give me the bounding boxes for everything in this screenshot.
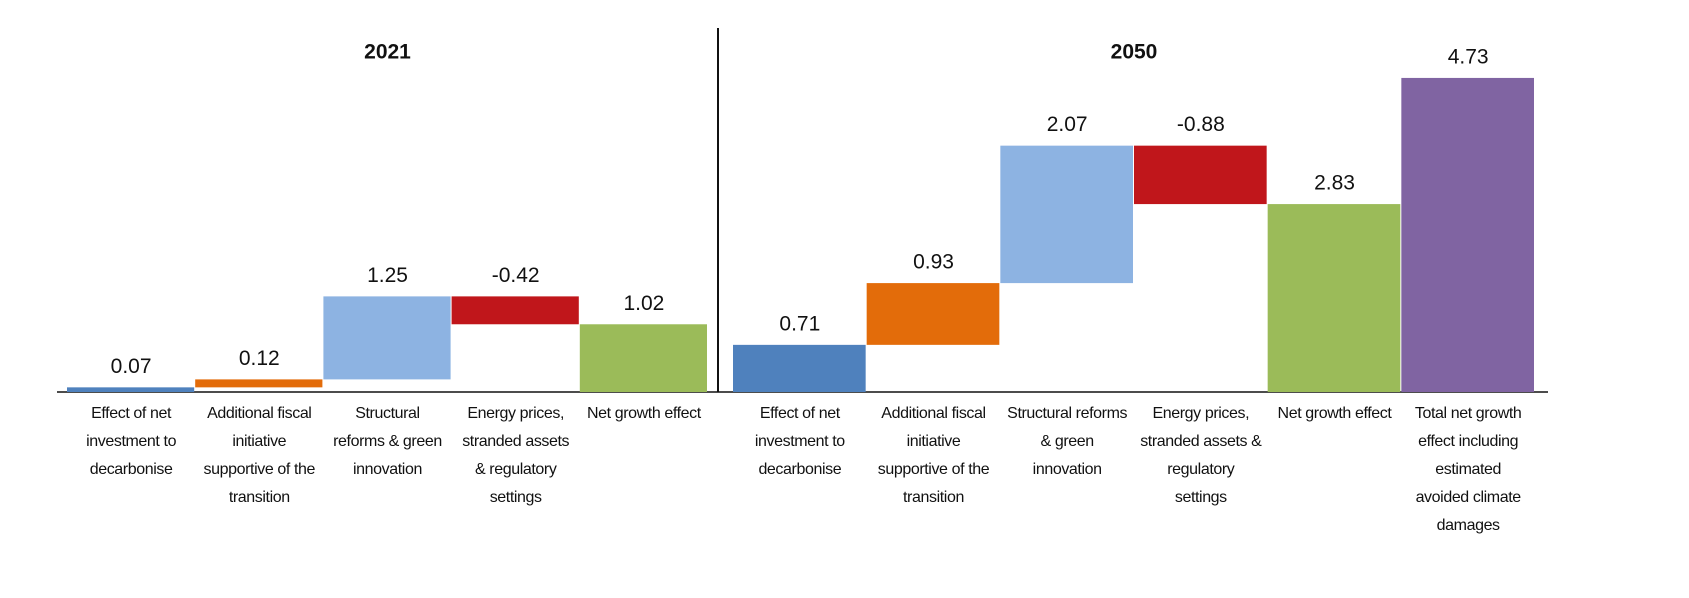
value-label: 1.25 <box>367 264 408 287</box>
value-label: 0.12 <box>239 347 280 370</box>
bar <box>733 344 866 392</box>
bar <box>195 379 323 388</box>
category-label: Structural reforms & green innovation <box>1007 405 1128 478</box>
bar <box>1267 204 1401 392</box>
bar <box>67 387 195 392</box>
bar <box>323 296 451 380</box>
bar <box>579 324 707 392</box>
value-label: 0.07 <box>111 355 152 378</box>
category-label: Additional fiscal initiative supportive … <box>203 405 316 506</box>
category-label: Net growth effect <box>1277 405 1392 422</box>
panel-title: 2021 <box>364 41 411 64</box>
value-label: -0.42 <box>492 264 540 287</box>
value-label: 0.93 <box>913 251 954 274</box>
category-label: Additional fiscal initiative supportive … <box>877 405 990 506</box>
bar <box>1134 145 1267 205</box>
category-label: Effect of net investment to decarbonise <box>86 405 177 478</box>
panel-title: 2050 <box>1111 41 1158 64</box>
category-label: Energy prices, stranded assets & regulat… <box>462 405 570 506</box>
value-label: 2.83 <box>1314 172 1355 195</box>
value-label: 4.73 <box>1448 45 1489 68</box>
category-label: Effect of net investment to decarbonise <box>754 405 845 478</box>
category-label: Structural reforms & green innovation <box>333 405 442 478</box>
bar <box>451 296 579 325</box>
category-label: Total net growth effect including estima… <box>1414 405 1522 534</box>
category-label: Energy prices, stranded assets & regulat… <box>1140 405 1262 506</box>
value-label: 0.71 <box>779 312 820 335</box>
bar <box>866 283 1000 345</box>
value-label: 1.02 <box>623 292 664 315</box>
bar <box>1000 145 1133 284</box>
category-label: Net growth effect <box>586 405 701 422</box>
value-label: 2.07 <box>1047 113 1088 136</box>
bar <box>1401 77 1534 392</box>
value-label: -0.88 <box>1177 113 1225 136</box>
